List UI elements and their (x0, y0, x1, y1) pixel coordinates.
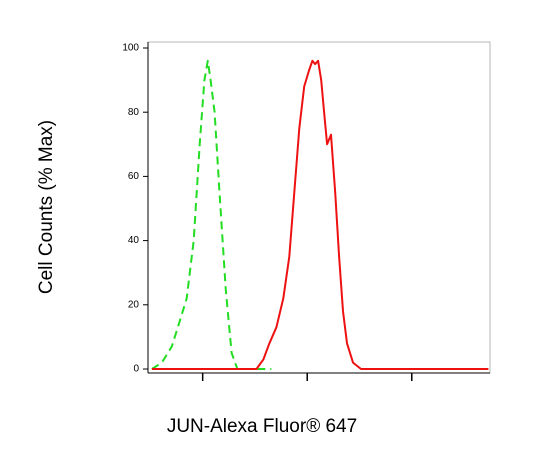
series-line (151, 59, 489, 370)
plot-frame (147, 41, 491, 374)
y-tick-label: 40 (128, 235, 140, 246)
x-axis-label: JUN-Alexa Fluor® 647 (167, 416, 357, 437)
y-tick-label: 0 (133, 364, 139, 375)
y-axis-label: Cell Counts (% Max) (36, 120, 57, 294)
y-tick-label: 60 (128, 171, 140, 182)
y-tick-label: 80 (128, 107, 140, 118)
y-tick-label: 100 (122, 43, 139, 54)
series-line (151, 59, 272, 370)
y-tick-label: 20 (128, 299, 140, 310)
